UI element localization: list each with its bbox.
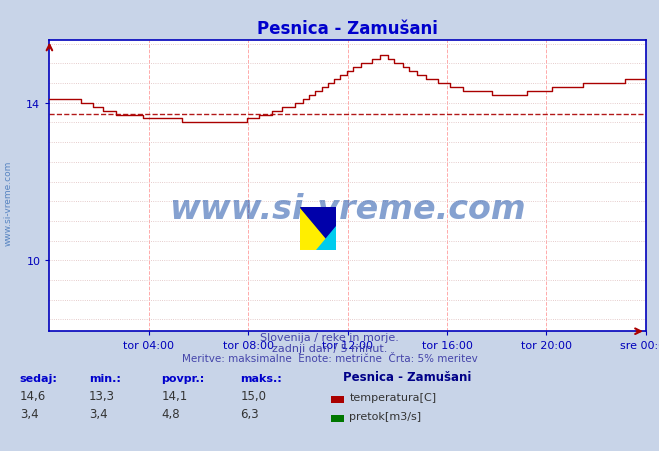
Text: 14,6: 14,6 xyxy=(20,389,46,402)
Text: 14,1: 14,1 xyxy=(161,389,188,402)
Text: 6,3: 6,3 xyxy=(241,407,259,420)
Text: 15,0: 15,0 xyxy=(241,389,266,402)
Text: temperatura[C]: temperatura[C] xyxy=(349,392,436,402)
Text: povpr.:: povpr.: xyxy=(161,373,205,383)
Polygon shape xyxy=(300,207,336,250)
Text: 4,8: 4,8 xyxy=(161,407,180,420)
Text: pretok[m3/s]: pretok[m3/s] xyxy=(349,411,421,421)
Text: 3,4: 3,4 xyxy=(20,407,38,420)
Text: Pesnica - Zamušani: Pesnica - Zamušani xyxy=(343,370,471,383)
Text: maks.:: maks.: xyxy=(241,373,282,383)
Text: 3,4: 3,4 xyxy=(89,407,107,420)
Polygon shape xyxy=(316,227,336,250)
Text: Meritve: maksimalne  Enote: metrične  Črta: 5% meritev: Meritve: maksimalne Enote: metrične Črta… xyxy=(182,353,477,363)
Title: Pesnica - Zamušani: Pesnica - Zamušani xyxy=(257,20,438,37)
Text: www.si-vreme.com: www.si-vreme.com xyxy=(169,193,526,226)
Polygon shape xyxy=(300,207,336,250)
Text: sedaj:: sedaj: xyxy=(20,373,57,383)
Text: Slovenija / reke in morje.: Slovenija / reke in morje. xyxy=(260,332,399,342)
Text: www.si-vreme.com: www.si-vreme.com xyxy=(3,161,13,245)
Text: zadnji dan / 5 minut.: zadnji dan / 5 minut. xyxy=(272,343,387,353)
Text: min.:: min.: xyxy=(89,373,121,383)
Text: 13,3: 13,3 xyxy=(89,389,115,402)
